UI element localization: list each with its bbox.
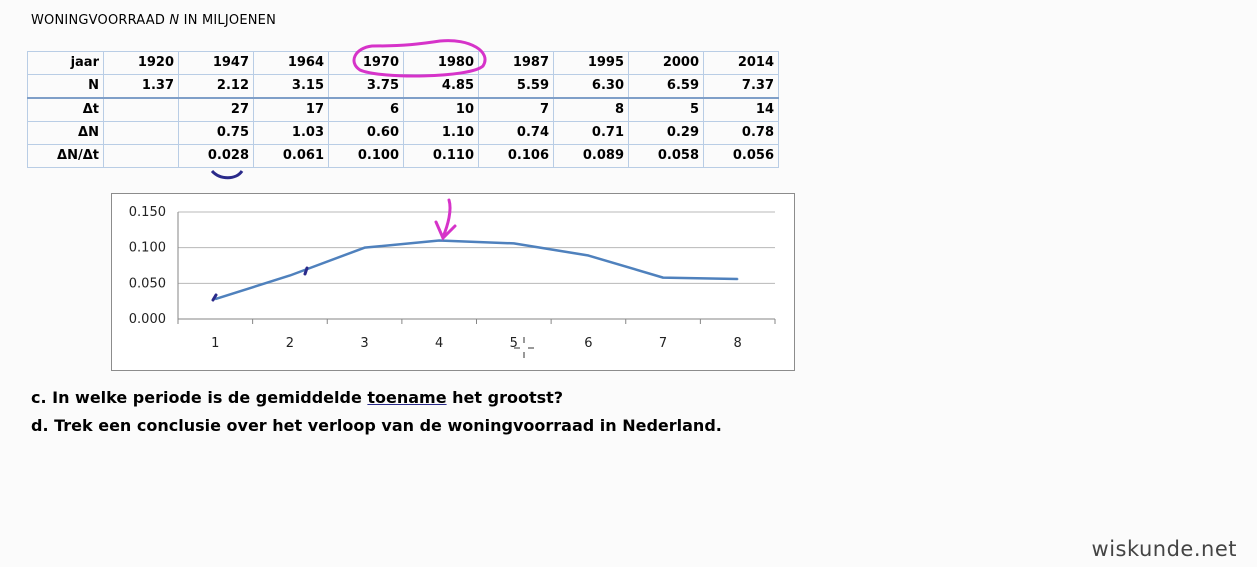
table-cell: 0.71: [553, 121, 629, 145]
table-cell: 0.106: [478, 144, 554, 168]
annotation-arrow: [434, 198, 457, 241]
table-cell: 0.061: [253, 144, 329, 168]
table-cell: 6.30: [553, 74, 629, 99]
table-cell: 6.59: [628, 74, 704, 99]
table-cell: 7.37: [703, 74, 779, 99]
data-line: [214, 239, 738, 301]
x-tick-label: 1: [211, 336, 219, 351]
table-cell: 2.12: [178, 74, 254, 99]
table-cell: 10: [403, 97, 479, 122]
annotation-circle: [352, 39, 487, 78]
table-cell: 0.60: [328, 121, 404, 145]
table-row: N 1.37 2.12 3.15 3.75 4.85 5.59 6.30 6.59 7.37: [27, 74, 779, 99]
y-tick-label: 0.000: [129, 312, 166, 327]
data-point: [363, 246, 366, 249]
brand-logo: wiskunde.net: [1091, 537, 1237, 561]
data-point: [289, 274, 291, 277]
data-point: [438, 239, 440, 242]
x-tick-label: 6: [584, 336, 592, 351]
page-title: WONINGVOORRAAD N IN MILJOENEN: [31, 13, 276, 28]
line-chart: 0.150 0.100 0.050 0.000 1 2 3 4 5 6 7 8: [111, 193, 795, 371]
table-cell: 1995: [553, 51, 629, 75]
table-cell: 1987: [478, 51, 554, 75]
table-row: ΔN/Δt 0.028 0.061 0.100 0.110 0.106 0.089 0.058…: [27, 144, 779, 168]
data-point: [513, 242, 515, 245]
x-tick-label: 4: [435, 336, 443, 351]
question-c-underlined: toename: [367, 388, 447, 407]
x-tick-label: 7: [659, 336, 667, 351]
row-label: jaar: [27, 51, 104, 75]
data-point: [736, 278, 739, 280]
question-d: d. Trek een conclusie over het verloop v…: [31, 416, 722, 435]
table-cell: 6: [328, 97, 404, 122]
table-cell: 3.15: [253, 74, 329, 99]
y-tick-label: 0.050: [129, 276, 166, 291]
table-cell: 17: [253, 97, 329, 122]
x-tick-label: 3: [360, 336, 368, 351]
x-tick-label: 2: [286, 336, 294, 351]
question-c-end: het grootst?: [446, 388, 564, 407]
table-cell: 0.29: [628, 121, 704, 145]
y-tick-label: 0.150: [129, 205, 166, 220]
question-c-text: c. In welke periode is de gemiddelde: [31, 388, 368, 407]
table-cell: 0.089: [553, 144, 629, 168]
table-cell: 3.75: [328, 74, 404, 99]
table-cell: 0.028: [178, 144, 254, 168]
table-row: ΔN 0.75 1.03 0.60 1.10 0.74 0.71 0.29 0.78: [27, 121, 779, 145]
data-point: [587, 254, 590, 257]
x-tick-label: 5: [510, 336, 518, 351]
table-cell: 0.110: [403, 144, 479, 168]
table-cell: 0.74: [478, 121, 554, 145]
title-suffix: IN MILJOENEN: [179, 13, 277, 28]
table-cell: 2000: [628, 51, 704, 75]
cursor-crosshair: [514, 337, 534, 358]
data-point: [662, 276, 664, 279]
table-cell: 4.85: [403, 74, 479, 99]
table-cell: 7: [478, 97, 554, 122]
x-tick-label: 8: [734, 336, 742, 351]
table-cell: 27: [178, 97, 254, 122]
table-cell: [103, 144, 179, 168]
annotation-dot-2: [303, 266, 309, 276]
table-cell: 5.59: [478, 74, 554, 99]
annotation-underline-mark: [210, 169, 244, 180]
table-cell: 2014: [703, 51, 779, 75]
y-tick-label: 0.100: [129, 241, 166, 256]
chart-svg: 0.150 0.100 0.050 0.000 1 2 3 4 5 6 7 8: [129, 205, 776, 351]
table-cell: 1964: [253, 51, 329, 75]
table-cell: 0.058: [628, 144, 704, 168]
title-text: WONINGVOORRAAD: [31, 13, 170, 28]
table-cell: 0.056: [703, 144, 779, 168]
question-c: c. In welke periode is de gemiddelde toe…: [31, 388, 563, 407]
table-cell: 0.100: [328, 144, 404, 168]
annotation-dot-1: [211, 293, 218, 302]
data-table: jaar 1920 1947 1964 1970 1980 1987 1995 2000 2014…: [27, 51, 779, 168]
title-variable: N: [169, 13, 180, 28]
table-cell: 1947: [178, 51, 254, 75]
table-cell: 1.37: [103, 74, 179, 99]
